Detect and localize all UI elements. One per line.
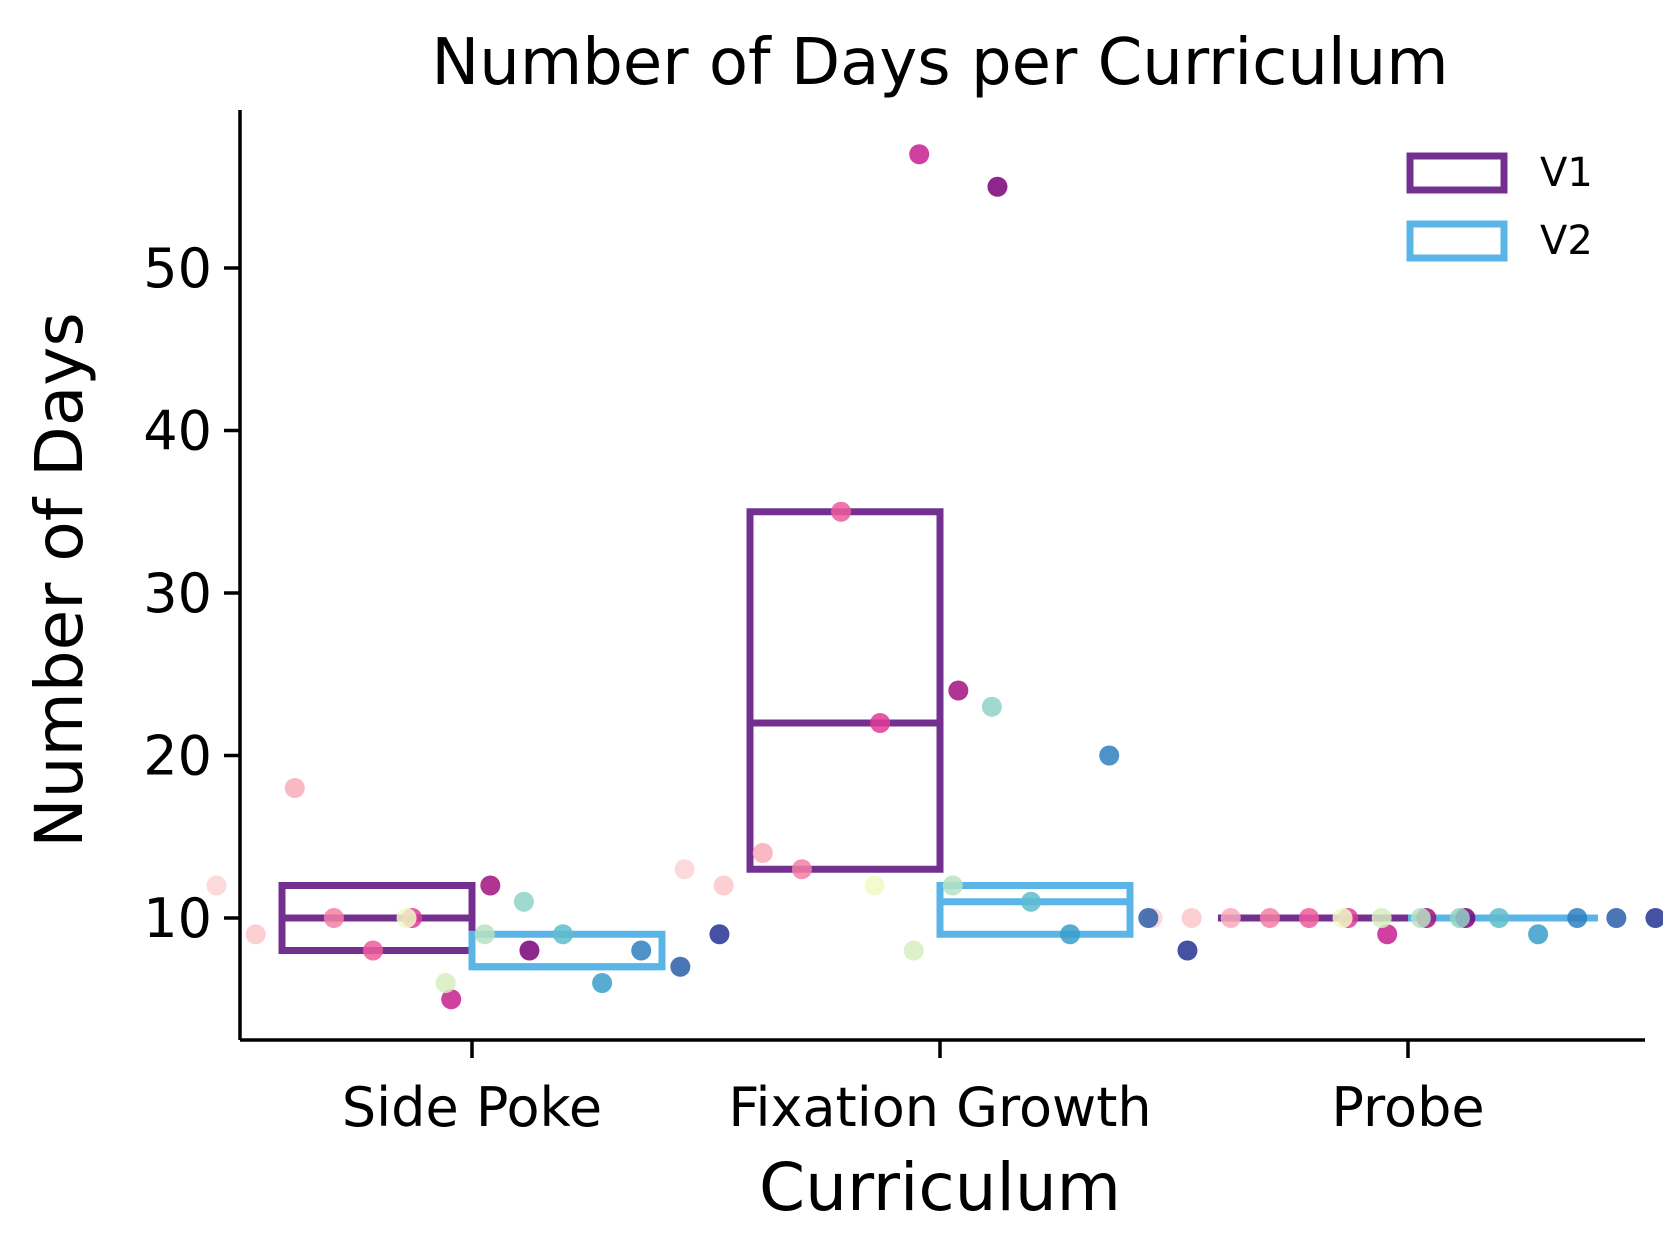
data-point <box>519 940 540 961</box>
data-point <box>1449 908 1470 928</box>
data-point <box>709 924 730 945</box>
legend-swatch-v2 <box>1406 220 1508 262</box>
data-point <box>1606 908 1627 928</box>
x-axis-label: Curriculum <box>759 1149 1121 1226</box>
data-point <box>206 875 227 896</box>
y-tick-label: 30 <box>143 562 212 625</box>
data-point <box>948 680 969 701</box>
data-point <box>513 891 534 912</box>
data-point <box>713 875 734 896</box>
data-point <box>1410 908 1431 928</box>
data-point <box>1021 891 1041 912</box>
data-point <box>1489 908 1509 928</box>
data-point <box>396 908 417 928</box>
data-point <box>1528 924 1549 945</box>
y-axis-label: Number of Days <box>21 312 98 847</box>
data-point <box>981 696 1002 717</box>
data-point <box>435 973 456 993</box>
box-v1 <box>746 508 944 873</box>
data-point <box>674 859 695 880</box>
data-point <box>480 875 501 896</box>
data-point <box>363 940 383 961</box>
y-tick-label: 50 <box>143 237 212 300</box>
y-tick-label: 20 <box>143 725 212 788</box>
chart-title: Number of Days per Curriculum <box>431 26 1448 100</box>
data-point <box>553 924 573 945</box>
data-point <box>1259 908 1280 928</box>
data-point <box>245 924 266 945</box>
data-point <box>1181 908 1202 928</box>
data-point <box>1220 908 1241 928</box>
boxes <box>278 508 1598 971</box>
data-point <box>987 176 1008 197</box>
x-tick-label: Fixation Growth <box>728 1076 1151 1139</box>
data-point <box>1332 908 1353 928</box>
legend-label-v1: V1 <box>1540 150 1593 196</box>
y-tick-label: 40 <box>143 400 212 463</box>
legend-label-v2: V2 <box>1540 218 1593 264</box>
data-point <box>1138 908 1159 928</box>
axes: 10 20 30 40 50 Side Poke Fixation Growth Probe <box>143 110 1645 1139</box>
data-point <box>1099 745 1120 766</box>
data-point <box>909 144 930 165</box>
data-point <box>1060 924 1081 945</box>
data-point <box>323 908 344 928</box>
x-tick-label: Side Poke <box>342 1076 602 1139</box>
data-point <box>474 924 495 945</box>
data-point <box>864 875 885 896</box>
data-point <box>1645 908 1663 928</box>
points <box>206 144 1663 1010</box>
data-point <box>1299 908 1319 928</box>
data-point <box>1377 924 1398 945</box>
box-v2 <box>936 882 1134 938</box>
data-point <box>592 973 613 993</box>
x-tick-label: Probe <box>1331 1076 1484 1139</box>
legend-swatch-v1 <box>1406 152 1508 194</box>
data-point <box>631 940 652 961</box>
data-point <box>441 989 462 1010</box>
data-point <box>284 778 305 798</box>
y-tick-label: 10 <box>143 887 212 950</box>
data-point <box>831 501 851 522</box>
data-point <box>1177 940 1198 961</box>
data-point <box>1371 908 1392 928</box>
data-point <box>752 843 773 863</box>
data-point <box>942 875 963 896</box>
data-point <box>670 956 691 977</box>
data-point <box>791 859 812 880</box>
data-point <box>1567 908 1588 928</box>
data-point <box>870 713 891 733</box>
data-point <box>903 940 924 961</box>
